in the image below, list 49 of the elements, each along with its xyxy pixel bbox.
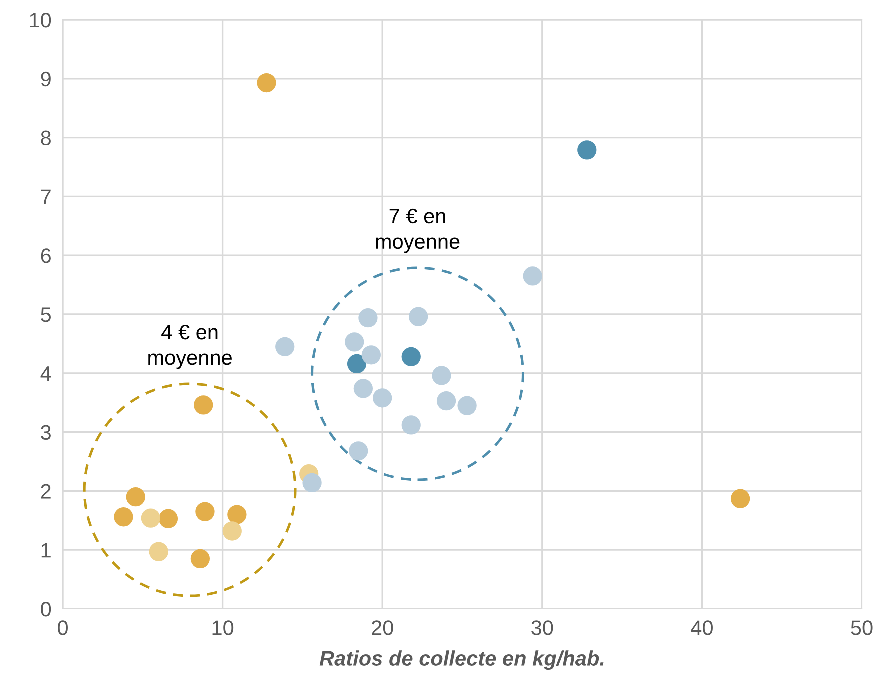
- point: [730, 489, 750, 508]
- point: [222, 522, 242, 541]
- y-tick-label: 2: [41, 484, 51, 499]
- x-tick-label: 0: [58, 620, 68, 636]
- x-tick-label: 20: [372, 620, 394, 636]
- point: [523, 266, 542, 286]
- point: [402, 416, 421, 435]
- point: [126, 488, 146, 507]
- point: [349, 442, 368, 461]
- y-tick-label: 7: [41, 190, 51, 204]
- y-tick-label: 9: [41, 72, 51, 87]
- point: [458, 396, 477, 416]
- point: [578, 140, 597, 160]
- annotation: 7 € en moyenne: [376, 208, 460, 254]
- point: [158, 509, 178, 528]
- y-tick-label: 4: [40, 366, 52, 381]
- x-tick-label: 40: [691, 620, 713, 636]
- point: [196, 502, 215, 522]
- x-tick-label: 10: [212, 620, 234, 636]
- point: [347, 354, 367, 374]
- y-tick-label: 10: [30, 13, 52, 28]
- y-tick-label: 6: [41, 248, 51, 264]
- point: [149, 542, 168, 562]
- x-axis-title: Ratios de collecte en kg/hab.: [320, 650, 604, 670]
- point: [373, 388, 392, 408]
- point: [276, 337, 295, 356]
- point: [358, 308, 378, 328]
- y-tick-label: 3: [41, 425, 51, 440]
- annotation: 4 € en moyenne: [148, 324, 232, 370]
- point: [190, 549, 210, 569]
- point: [114, 508, 134, 527]
- point: [436, 392, 456, 411]
- point: [228, 505, 247, 524]
- point: [345, 332, 364, 352]
- y-tick-label: 0: [41, 602, 52, 617]
- point: [432, 366, 452, 386]
- point: [402, 347, 421, 366]
- point: [257, 73, 276, 93]
- point: [141, 508, 160, 528]
- point: [302, 473, 322, 493]
- y-tick-label: 8: [41, 130, 51, 146]
- y-tick-label: 1: [42, 543, 51, 558]
- x-tick-label: 30: [532, 620, 554, 636]
- point: [362, 346, 381, 365]
- point: [354, 379, 373, 398]
- point: [194, 396, 214, 415]
- x-tick-label: 50: [851, 620, 873, 636]
- y-tick-label: 5: [41, 308, 52, 322]
- point: [408, 307, 428, 326]
